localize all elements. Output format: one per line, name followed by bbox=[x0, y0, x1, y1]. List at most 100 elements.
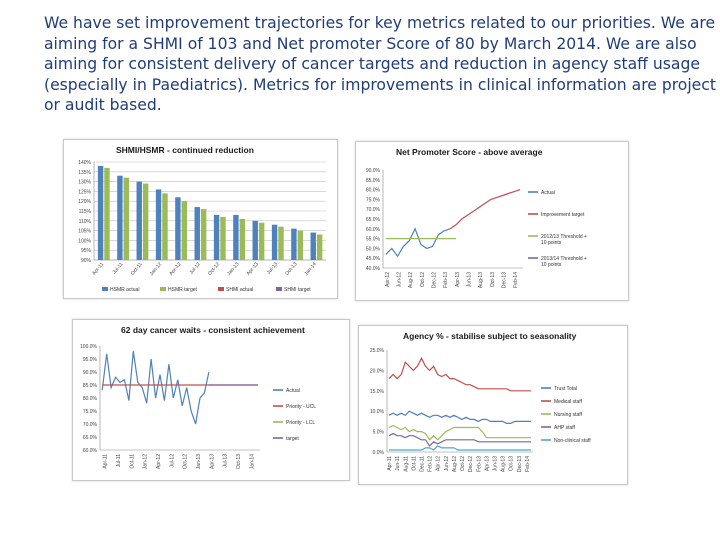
y-tick-label: 90.0% bbox=[366, 168, 381, 174]
intro-paragraph: We have set improvement trajectories for… bbox=[44, 14, 716, 115]
bar bbox=[136, 181, 142, 260]
x-tick-label: Apr-13 bbox=[209, 454, 215, 469]
y-tick-label: 70.0% bbox=[366, 207, 381, 213]
x-tick-label: Jul-13 bbox=[266, 261, 279, 275]
x-tick-label: Oct-13 bbox=[236, 454, 242, 469]
y-tick-label: 110% bbox=[79, 219, 92, 225]
y-tick-label: 125% bbox=[78, 189, 91, 195]
x-tick-label: Oct-11 bbox=[411, 456, 417, 471]
series-line bbox=[388, 356, 531, 392]
x-tick-label: Apr-13 bbox=[484, 456, 490, 471]
y-tick-label: 85.0% bbox=[366, 178, 381, 184]
y-tick-label: 50.0% bbox=[366, 246, 381, 252]
legend-label: Priority - LCL bbox=[286, 420, 315, 426]
y-tick-label: 115% bbox=[79, 209, 92, 215]
bar bbox=[97, 165, 104, 260]
x-tick-label: Oct-12 bbox=[420, 272, 426, 287]
bar bbox=[233, 214, 239, 260]
y-tick-label: 60.0% bbox=[83, 448, 98, 454]
x-tick-label: Apr-11 bbox=[387, 456, 393, 471]
y-tick-label: 90.0% bbox=[83, 370, 98, 376]
nps-chart: Net Promoter Score - above average 40.0% 4… bbox=[366, 147, 587, 288]
x-tick-label: Oct-13 bbox=[509, 456, 515, 471]
x-tick-label: Feb-13 bbox=[443, 272, 449, 288]
x-tick-label: Jul-11 bbox=[116, 454, 122, 467]
bar bbox=[175, 197, 181, 260]
chart-title: Agency % - stabilise subject to seasonal… bbox=[403, 331, 577, 341]
x-tick-label: Jun-12 bbox=[444, 456, 450, 472]
shmi-chart: SHMI/HSMR - continued reduction 90% 95% 100… bbox=[78, 145, 326, 293]
x-tick-label: Oct-12 bbox=[460, 456, 466, 471]
x-tick-label: Dec-12 bbox=[468, 456, 474, 472]
y-tick-label: 70.0% bbox=[83, 422, 98, 428]
x-tick-label: Oct-11 bbox=[129, 454, 135, 469]
series-line bbox=[101, 351, 210, 425]
agency-chart: Agency % - stabilise subject to seasonal… bbox=[370, 331, 591, 472]
x-tick-label: Feb-12 bbox=[428, 456, 434, 472]
bar bbox=[220, 216, 226, 260]
chart-title: 62 day cancer waits - consistent achieve… bbox=[121, 325, 305, 335]
legend-label: SHMI target bbox=[284, 287, 311, 293]
legend-label: 10 points bbox=[541, 262, 562, 268]
bar bbox=[310, 232, 316, 260]
series-line bbox=[385, 227, 451, 258]
y-tick-label: 40.0% bbox=[366, 266, 381, 272]
legend-label: Actual bbox=[541, 190, 555, 196]
y-tick-label: 100.0% bbox=[80, 344, 98, 350]
x-tick-label: Apr-12 bbox=[168, 261, 182, 277]
legend-label: Non-clinical staff bbox=[554, 438, 591, 444]
bar bbox=[297, 230, 304, 260]
x-tick-label: Jul-12 bbox=[169, 454, 175, 468]
legend-label: 10 points bbox=[541, 240, 562, 246]
y-tick-label: 25.0% bbox=[370, 348, 385, 354]
legend-label: AHP staff bbox=[554, 425, 576, 431]
y-tick-label: 105% bbox=[78, 229, 91, 235]
bar bbox=[104, 167, 110, 260]
x-tick-label: Apr-12 bbox=[156, 454, 162, 469]
bar bbox=[278, 226, 284, 260]
y-tick-label: 130% bbox=[78, 180, 91, 186]
bar bbox=[181, 201, 188, 260]
nps-chart-panel: Net Promoter Score - above average 40.0% 4… bbox=[355, 141, 629, 301]
shmi-chart-panel: SHMI/HSMR - continued reduction 90% 95% 100… bbox=[63, 139, 338, 299]
y-tick-label: 80.0% bbox=[366, 188, 381, 194]
legend-label: Nursing staff bbox=[554, 412, 583, 418]
x-tick-label: Apr-13 bbox=[455, 272, 461, 287]
x-tick-label: Oct-12 bbox=[207, 261, 221, 277]
x-tick-label: Jan-13 bbox=[226, 261, 241, 277]
y-tick-label: 15.0% bbox=[370, 389, 385, 395]
y-tick-label: 65.0% bbox=[83, 435, 98, 441]
x-tick-label: Apr-12 bbox=[385, 272, 391, 287]
x-tick-label: Dec-12 bbox=[432, 272, 438, 288]
legend-label: 2013/14 Threshold + bbox=[541, 256, 587, 262]
x-tick-label: Feb-14 bbox=[513, 272, 519, 288]
series-line bbox=[388, 424, 531, 441]
bar bbox=[194, 207, 200, 260]
legend-label: Improvement target bbox=[541, 212, 585, 218]
x-tick-label: Aug-11 bbox=[403, 456, 409, 472]
x-tick-label: Oct-13 bbox=[490, 272, 496, 287]
x-tick-label: Feb-14 bbox=[525, 456, 531, 472]
x-tick-label: Jan-14 bbox=[249, 454, 255, 470]
series-line bbox=[449, 189, 521, 230]
x-tick-label: Feb-13 bbox=[476, 456, 482, 472]
x-tick-label: Aug-12 bbox=[452, 456, 458, 472]
bar bbox=[252, 220, 258, 260]
x-tick-label: Aug-13 bbox=[501, 456, 507, 472]
y-tick-label: 120% bbox=[78, 199, 91, 205]
legend-swatch bbox=[102, 287, 108, 291]
legend-label: Trust Total bbox=[554, 386, 577, 392]
x-tick-label: Jan-12 bbox=[143, 454, 149, 470]
bar bbox=[155, 189, 162, 260]
y-tick-label: 20.0% bbox=[370, 368, 385, 374]
x-tick-label: Oct-12 bbox=[183, 454, 189, 469]
series-line bbox=[389, 445, 531, 451]
y-tick-label: 10.0% bbox=[370, 409, 385, 415]
legend-label: 2012/13 Threshold + bbox=[541, 234, 587, 240]
legend-label: HSMR actual bbox=[110, 287, 139, 293]
cancer-chart-panel: 62 day cancer waits - consistent achieve… bbox=[72, 319, 350, 481]
legend-swatch bbox=[160, 287, 166, 291]
x-tick-label: Apr-12 bbox=[436, 456, 442, 471]
legend-label: Priority - UCL bbox=[286, 404, 316, 410]
x-tick-label: Jul-11 bbox=[111, 261, 124, 275]
